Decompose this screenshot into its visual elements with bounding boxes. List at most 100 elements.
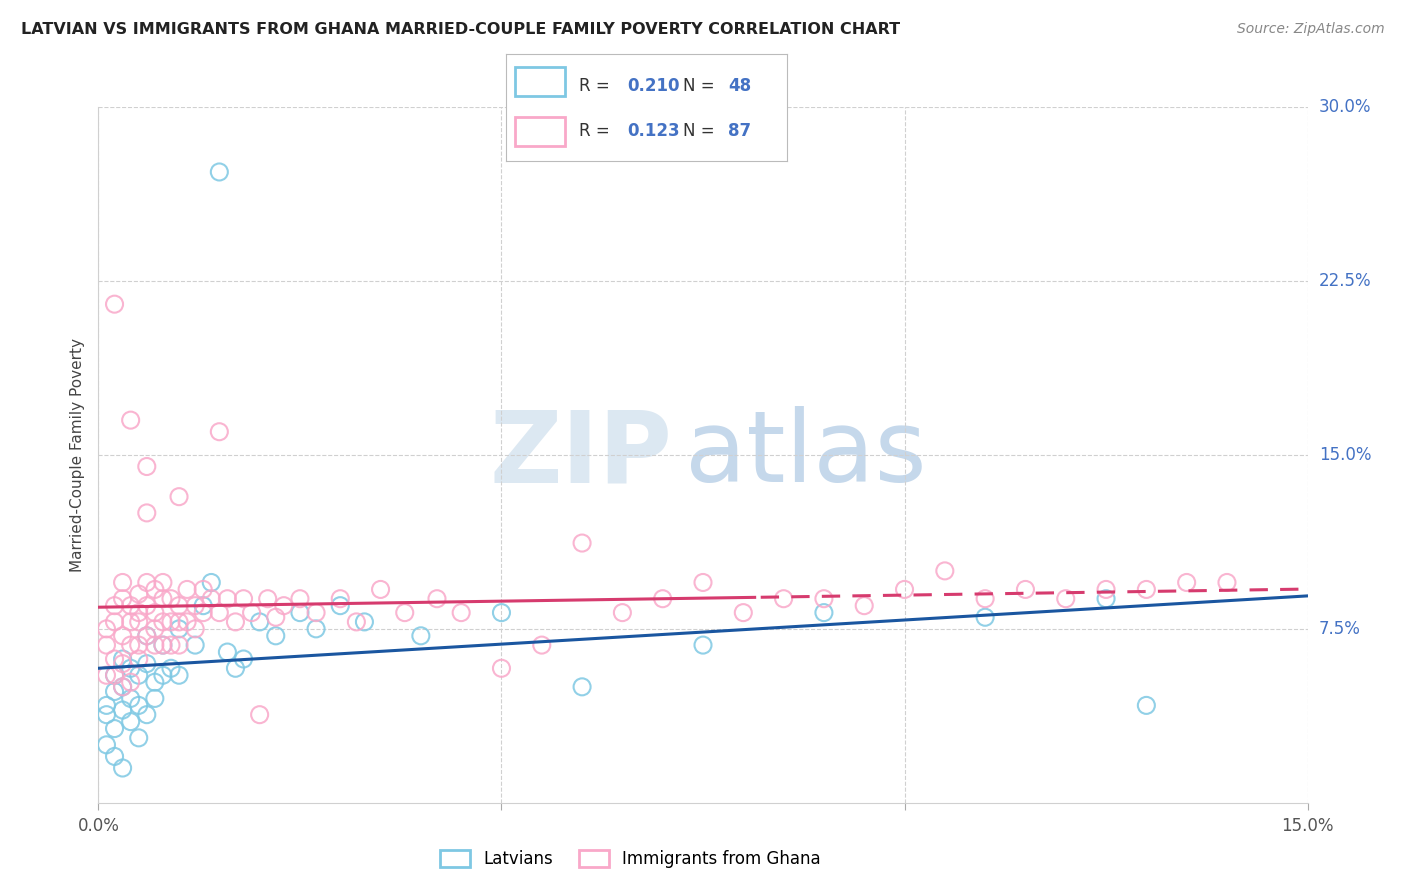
Point [167, 622, 190, 636]
Point [733, 606, 755, 620]
Point [111, 591, 134, 606]
Point [103, 668, 125, 682]
Point [353, 615, 375, 629]
Point [176, 582, 198, 597]
Text: N =: N = [683, 121, 720, 139]
Point [1135, 582, 1157, 597]
Point [217, 591, 239, 606]
Point [135, 629, 157, 643]
Point [111, 680, 134, 694]
Point [167, 490, 190, 504]
Text: 0.210: 0.210 [627, 77, 679, 95]
Point [135, 629, 157, 643]
Point [813, 606, 835, 620]
Point [167, 615, 190, 629]
Text: 7.5%: 7.5% [1319, 620, 1361, 638]
Point [224, 661, 246, 675]
Point [612, 606, 634, 620]
Point [120, 413, 142, 427]
Point [184, 638, 207, 652]
Point [143, 691, 166, 706]
Point [128, 698, 150, 713]
Point [232, 591, 254, 606]
Point [1095, 582, 1118, 597]
Text: 48: 48 [728, 77, 751, 95]
Point [103, 722, 125, 736]
Legend: Latvians, Immigrants from Ghana: Latvians, Immigrants from Ghana [434, 843, 827, 874]
Point [193, 582, 215, 597]
Point [934, 564, 956, 578]
Point [103, 297, 125, 311]
Point [152, 575, 174, 590]
Point [176, 615, 198, 629]
Point [772, 591, 794, 606]
Point [160, 638, 183, 652]
Point [111, 703, 134, 717]
Point [128, 638, 150, 652]
Text: R =: R = [579, 77, 616, 95]
Text: atlas: atlas [685, 407, 927, 503]
Point [344, 615, 367, 629]
Point [143, 622, 166, 636]
Point [249, 707, 271, 722]
Bar [515, 68, 565, 96]
Point [224, 615, 246, 629]
Point [193, 599, 215, 613]
Point [160, 615, 183, 629]
Point [370, 582, 392, 597]
Text: N =: N = [683, 77, 720, 95]
Point [120, 675, 142, 690]
Text: Source: ZipAtlas.com: Source: ZipAtlas.com [1237, 22, 1385, 37]
Point [305, 606, 328, 620]
Point [111, 652, 134, 666]
Point [135, 506, 157, 520]
Point [103, 684, 125, 698]
Bar [515, 117, 565, 145]
Point [200, 591, 222, 606]
Point [135, 575, 157, 590]
Point [240, 606, 263, 620]
Point [974, 591, 997, 606]
Point [111, 657, 134, 671]
Point [184, 599, 207, 613]
Y-axis label: Married-Couple Family Poverty: Married-Couple Family Poverty [70, 338, 86, 572]
Point [103, 652, 125, 666]
Point [893, 582, 915, 597]
Point [128, 587, 150, 601]
Point [128, 606, 150, 620]
Point [217, 645, 239, 659]
Point [305, 622, 328, 636]
Point [152, 638, 174, 652]
Point [200, 575, 222, 590]
Point [491, 606, 513, 620]
Point [329, 591, 352, 606]
Text: 15.0%: 15.0% [1319, 446, 1371, 464]
Point [264, 610, 287, 624]
Point [571, 536, 593, 550]
Point [96, 707, 118, 722]
Point [120, 661, 142, 675]
Point [143, 638, 166, 652]
Point [96, 738, 118, 752]
Point [692, 575, 714, 590]
Point [120, 638, 142, 652]
Point [143, 675, 166, 690]
Point [249, 615, 271, 629]
Point [329, 599, 352, 613]
Point [135, 657, 157, 671]
Point [1135, 698, 1157, 713]
Point [160, 661, 183, 675]
Point [288, 606, 311, 620]
Point [450, 606, 472, 620]
Point [256, 591, 278, 606]
Point [1054, 591, 1077, 606]
Point [152, 668, 174, 682]
Point [184, 622, 207, 636]
Point [96, 638, 118, 652]
Point [193, 606, 215, 620]
Point [152, 591, 174, 606]
Point [264, 629, 287, 643]
Point [394, 606, 416, 620]
Point [143, 582, 166, 597]
Point [135, 707, 157, 722]
